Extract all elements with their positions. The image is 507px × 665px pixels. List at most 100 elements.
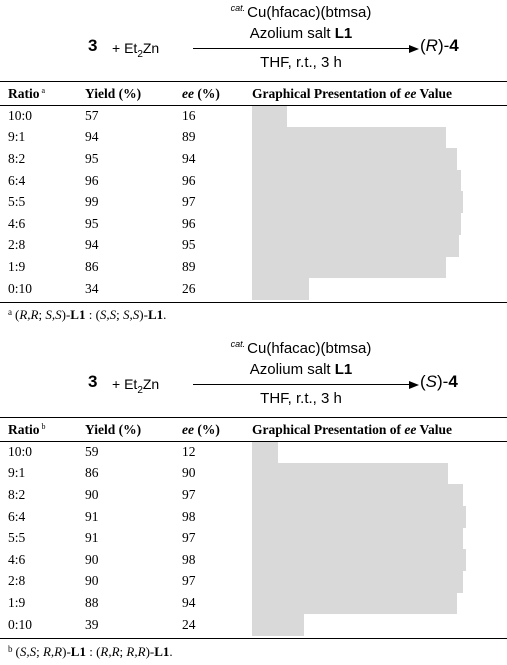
ee-bar <box>252 613 305 636</box>
reaction-scheme: cat. Cu(hfacac)(btmsa) Azolium salt L1 TH… <box>0 0 507 80</box>
ee-bar-track <box>252 148 507 171</box>
ratio-cell: 0:10 <box>8 616 33 632</box>
reagent-suffix: Zn <box>142 40 160 56</box>
ee-bar-track <box>252 105 507 127</box>
ee-bar <box>252 212 462 235</box>
yield-header: Yield (%) <box>85 422 142 437</box>
ee-bar <box>252 148 457 171</box>
footnote-part: S,S <box>45 307 62 322</box>
plus-sign: + <box>112 376 121 392</box>
ligand-prefix: Azolium salt <box>249 25 335 42</box>
yield-cell: 57 <box>85 107 99 123</box>
results-table: Ratio b Yield (%) ee (%) Graphical Presen… <box>0 419 507 636</box>
ee-bar-cell <box>252 548 507 571</box>
ee-bar-cell <box>252 505 507 528</box>
ee-bar-cell <box>252 484 507 507</box>
yield-cell: 39 <box>85 616 99 632</box>
ratio-cell: 4:6 <box>8 215 26 231</box>
footnote-mark: b <box>8 644 13 654</box>
ee-bar <box>252 277 309 300</box>
conditions-label: THF, r.t., 3 h <box>260 54 342 71</box>
footnote-mark: a <box>41 86 46 95</box>
ee-unit: (%) <box>193 422 220 437</box>
catalyst-name: Cu(hfacac)(btmsa) <box>247 340 372 357</box>
ratio-cell: 8:2 <box>8 150 26 166</box>
yield-cell: 90 <box>85 551 99 567</box>
ratio-cell: 2:8 <box>8 237 26 253</box>
ratio-header-text: Ratio <box>8 422 40 437</box>
reagent-suffix: Zn <box>142 376 160 392</box>
footnote-part: L1 <box>70 307 86 322</box>
reaction-arrow <box>193 48 411 49</box>
reagent: + Et2Zn <box>112 376 159 396</box>
table-body: 10:0 59 12 9:1 86 90 8:2 90 97 6:4 91 98 5:5 91 97 4:6 9… <box>0 441 507 636</box>
graph-header: Graphical Presentation of ee Value <box>252 419 507 441</box>
ee-bar-track <box>252 484 507 507</box>
footnote-part: L1 <box>70 644 86 659</box>
product-config: S <box>425 372 438 391</box>
footnote-part: . <box>163 307 167 322</box>
header-rule <box>0 441 507 442</box>
yield-cell: 96 <box>85 172 99 188</box>
yield-cell: 88 <box>85 594 99 610</box>
ee-bar <box>252 105 287 127</box>
ee-bar-track <box>252 256 507 279</box>
yield-cell: 94 <box>85 129 99 145</box>
ee-cell: 98 <box>182 508 196 524</box>
footnote: b (S,S; R,R)-L1 : (R,R; R,R)-L1. <box>8 644 173 660</box>
reaction-scheme: cat. Cu(hfacac)(btmsa) Azolium salt L1 TH… <box>0 336 507 416</box>
table-row: 2:8 90 97 <box>0 570 507 593</box>
ee-bar-cell <box>252 256 507 279</box>
footnote-part: : ( <box>85 307 100 322</box>
ratio-header: Ratio b <box>0 419 85 441</box>
footnote-part: )- <box>62 644 71 659</box>
arrowhead <box>409 381 419 389</box>
ee-cell: 97 <box>182 486 196 502</box>
footnote-part: . <box>169 644 173 659</box>
graph-header-suffix: Value <box>416 422 453 437</box>
ratio-cell: 0:10 <box>8 280 33 296</box>
ee-bar-track <box>252 548 507 571</box>
ratio-cell: 5:5 <box>8 530 26 546</box>
graph-header-ee: ee <box>404 422 417 437</box>
yield-cell: 34 <box>85 280 99 296</box>
reagent-subscript: 2 <box>137 48 143 60</box>
footnote-part: L1 <box>154 644 170 659</box>
table-row: 5:5 99 97 <box>0 191 507 214</box>
ee-unit: (%) <box>193 86 220 101</box>
substrate-number: 3 <box>88 372 98 391</box>
table-row: 8:2 95 94 <box>0 148 507 171</box>
ratio-cell: 5:5 <box>8 194 26 210</box>
reagent-subscript: 2 <box>137 384 143 396</box>
table-row: 5:5 91 97 <box>0 527 507 550</box>
footnote-part: ; <box>119 644 127 659</box>
table-row: 10:0 59 12 <box>0 441 507 463</box>
yield-header: Yield (%) <box>85 86 142 101</box>
footnote-part: ( <box>15 644 20 659</box>
yield-cell: 91 <box>85 508 99 524</box>
ratio-cell: 1:9 <box>8 594 26 610</box>
yield-cell: 99 <box>85 194 99 210</box>
ee-cell: 96 <box>182 215 196 231</box>
ee-cell: 96 <box>182 172 196 188</box>
yield-cell: 95 <box>85 215 99 231</box>
yield-cell: 90 <box>85 486 99 502</box>
ee-bar <box>252 126 447 149</box>
ee-bar-track <box>252 191 507 214</box>
ee-bar-track <box>252 613 507 636</box>
ratio-cell: 2:8 <box>8 573 26 589</box>
product-label: (S)-4 <box>420 372 458 391</box>
footnote-part: R,R <box>126 644 146 659</box>
ratio-cell: 6:4 <box>8 508 26 524</box>
yield-cell: 59 <box>85 443 99 459</box>
graph-header-suffix: Value <box>416 86 453 101</box>
table-row: 9:1 86 90 <box>0 462 507 485</box>
footnote-part: S,S <box>19 644 37 659</box>
ee-italic: ee <box>182 86 194 101</box>
reagent-prefix: Et <box>124 40 138 56</box>
ee-cell: 26 <box>182 280 196 296</box>
ee-bar <box>252 234 460 257</box>
ee-bar-track <box>252 234 507 257</box>
ee-bar <box>252 169 462 192</box>
ee-cell: 97 <box>182 530 196 546</box>
